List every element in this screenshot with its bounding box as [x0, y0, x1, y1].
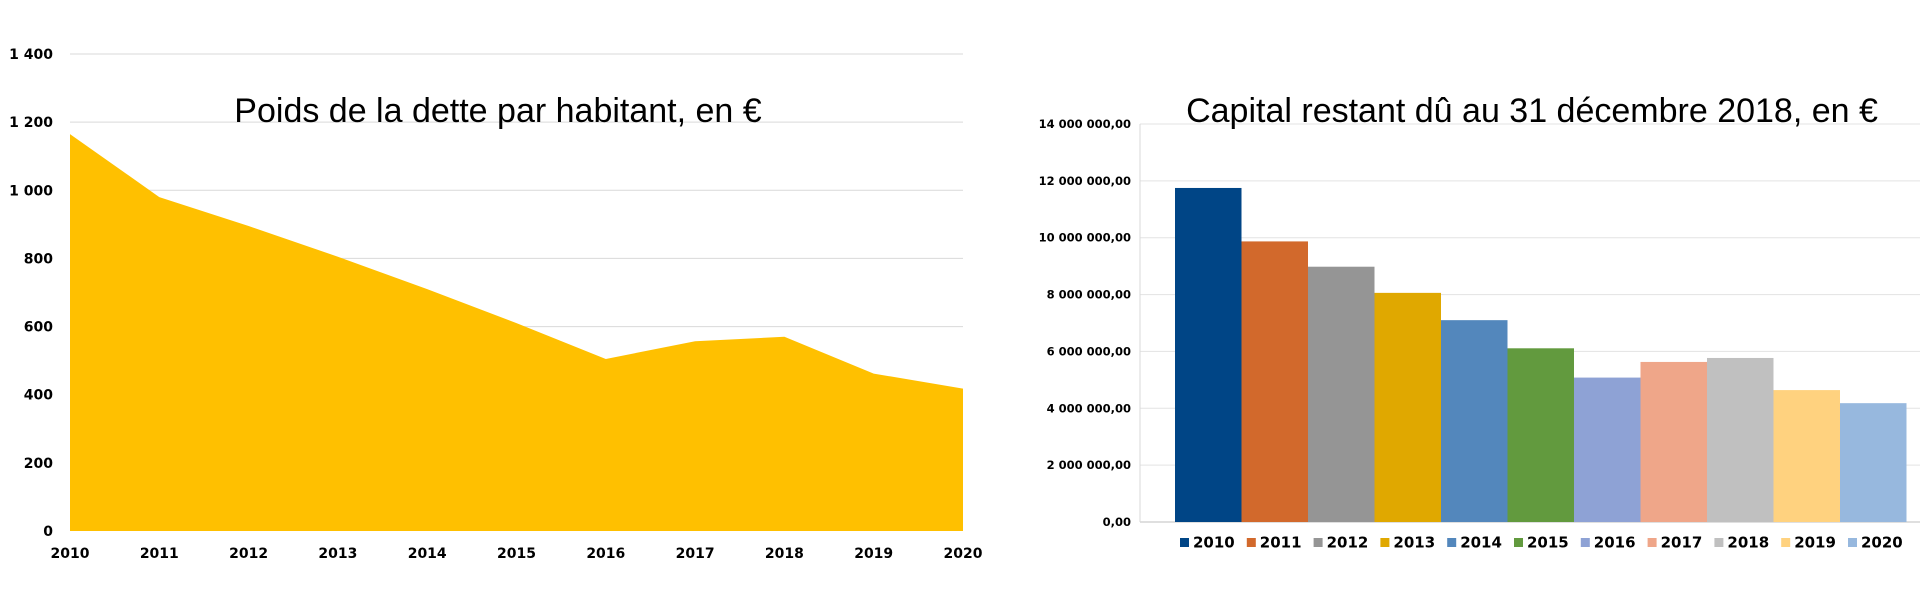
c2-legend-label: 2015	[1527, 534, 1569, 552]
c2-y-tick-label: 10 000 000,00	[1039, 231, 1131, 245]
c2-legend-swatch	[1647, 538, 1657, 547]
c1-x-tick-label: 2020	[944, 546, 983, 562]
c2-legend-swatch	[1447, 538, 1457, 547]
c2-chart-title: Capital restant dû au 31 décembre 2018, …	[1186, 92, 1878, 130]
c2-y-axis-ticks: 0,00 2 000 000,00 4 000 000,00 6 000 000,00…	[1039, 117, 1131, 529]
c2-legend-swatch	[1848, 538, 1857, 547]
c1-x-tick-label: 2013	[318, 546, 357, 562]
c1-y-tick-label: 400	[24, 388, 53, 404]
c2-bar-2019	[1773, 390, 1840, 522]
c2-bar-2015	[1507, 348, 1574, 522]
c2-y-tick-label: 6 000 000,00	[1047, 344, 1131, 358]
c1-x-tick-label: 2018	[765, 546, 804, 562]
c1-area-series	[70, 134, 963, 531]
c1-chart-title: Poids de la dette par habitant, en €	[234, 92, 761, 130]
c1-x-tick-label: 2019	[854, 546, 893, 562]
c2-legend-label: 2013	[1393, 534, 1435, 552]
c2-y-tick-label: 4 000 000,00	[1047, 401, 1131, 415]
bar-chart-outstanding-capital: 0,00 2 000 000,00 4 000 000,00 6 000 000,00…	[1039, 92, 1920, 552]
c1-y-axis-ticks: 0 200 400 600 800 1 000 1 200 1 400	[9, 47, 53, 540]
c1-x-tick-label: 2011	[140, 546, 179, 562]
c1-y-tick-label: 1 200	[9, 115, 53, 131]
c2-legend-label: 2011	[1260, 534, 1302, 552]
c2-bar-2018	[1707, 357, 1774, 522]
c2-bar-2017	[1640, 361, 1707, 522]
c2-bar-2013	[1374, 292, 1441, 522]
c2-legend-label: 2012	[1327, 534, 1369, 552]
c2-bar-2014	[1441, 320, 1508, 522]
c2-bar-2011	[1241, 241, 1308, 522]
c1-x-tick-label: 2010	[51, 546, 90, 562]
c2-bar-2020	[1840, 403, 1907, 522]
c2-bar-2012	[1308, 266, 1375, 522]
c1-x-tick-label: 2014	[408, 546, 447, 562]
c2-legend-label: 2010	[1193, 534, 1235, 552]
c2-legend-swatch	[1514, 538, 1523, 547]
c2-bar-2010	[1175, 187, 1242, 522]
c1-x-tick-label: 2016	[586, 546, 625, 562]
c2-legend-label: 2019	[1794, 534, 1836, 552]
c2-legend-swatch	[1580, 538, 1590, 547]
c2-legend-swatch	[1180, 538, 1189, 547]
c1-y-tick-label: 600	[24, 320, 53, 336]
c2-legend-label: 2014	[1460, 534, 1502, 552]
c2-bars	[1175, 187, 1907, 522]
c1-y-tick-label: 800	[24, 251, 53, 267]
c1-x-tick-label: 2017	[676, 546, 715, 562]
c1-y-tick-label: 1 400	[9, 47, 53, 63]
c2-y-tick-label: 14 000 000,00	[1039, 117, 1131, 131]
c2-legend-swatch	[1380, 538, 1390, 547]
c1-x-tick-label: 2015	[497, 546, 536, 562]
c2-legend-label: 2018	[1727, 534, 1769, 552]
c2-y-tick-label: 12 000 000,00	[1039, 174, 1131, 188]
c2-y-tick-label: 8 000 000,00	[1047, 288, 1131, 302]
c1-x-axis-ticks: 2010 2011 2012 2013 2014 2015 2016 2017 2018 2019…	[51, 546, 983, 562]
c2-legend: 2010 2011 2012 2013 2014 2015 2016 2017 2018 2019…	[1180, 534, 1903, 552]
c2-legend-swatch	[1714, 538, 1724, 547]
c1-x-tick-label: 2012	[229, 546, 268, 562]
c2-y-tick-label: 2 000 000,00	[1047, 458, 1131, 472]
c1-y-tick-label: 1 000	[9, 183, 53, 199]
c2-legend-swatch	[1246, 538, 1256, 547]
c2-legend-label: 2020	[1861, 534, 1903, 552]
c2-bar-2016	[1574, 377, 1641, 522]
c2-legend-label: 2016	[1594, 534, 1636, 552]
c1-y-tick-label: 200	[24, 456, 53, 472]
c1-y-tick-label: 0	[43, 524, 53, 540]
c2-legend-label: 2017	[1661, 534, 1703, 552]
c2-legend-swatch	[1781, 538, 1791, 547]
c2-legend-swatch	[1313, 538, 1323, 547]
c2-y-tick-label: 0,00	[1103, 515, 1131, 529]
